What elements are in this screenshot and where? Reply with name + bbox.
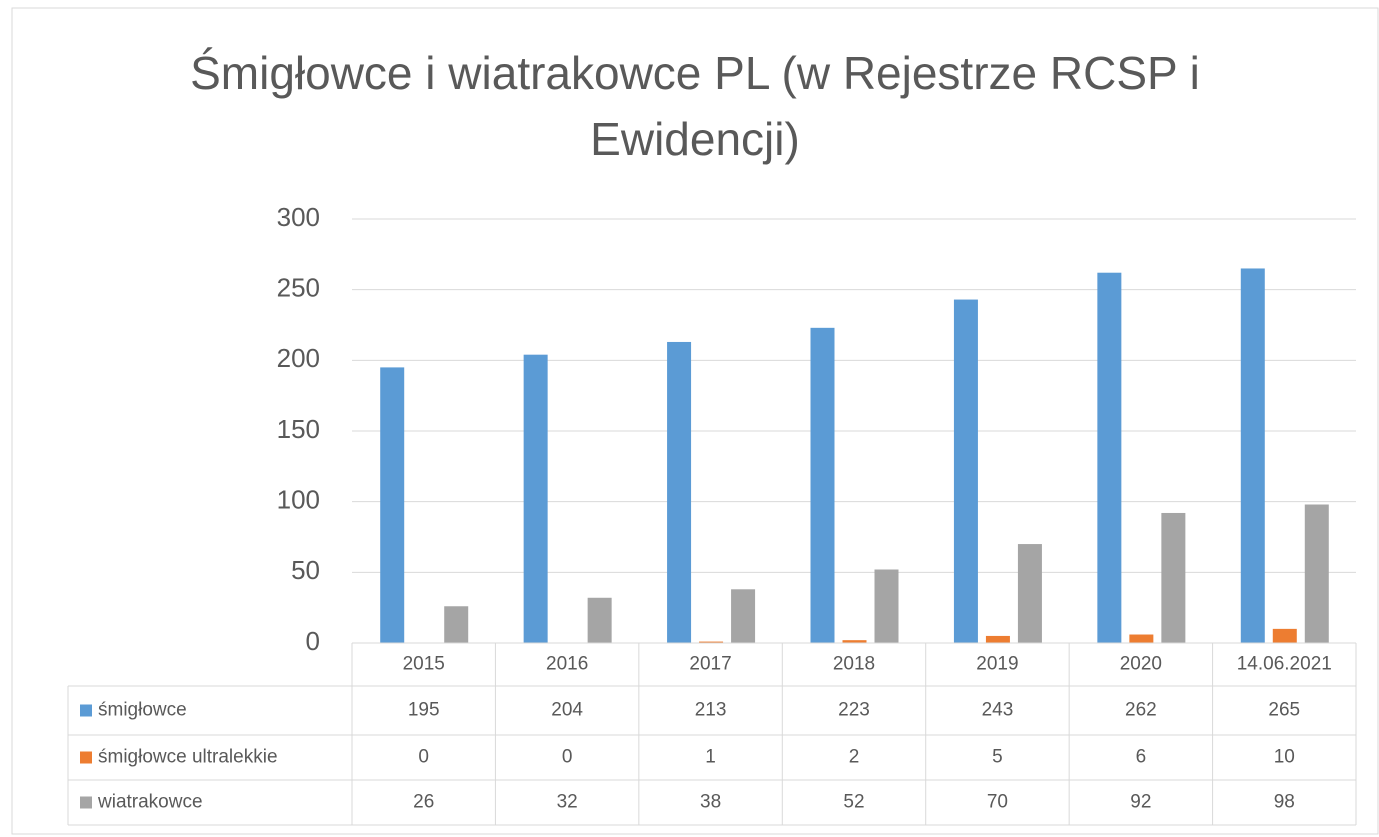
x-tick-label: 2016 xyxy=(546,654,588,675)
table-value: 10 xyxy=(1274,747,1295,768)
x-tick-label: 2020 xyxy=(1120,654,1162,675)
bar xyxy=(874,569,899,643)
table-value: 195 xyxy=(408,700,440,721)
table-value: 1 xyxy=(705,747,716,768)
bar xyxy=(444,606,469,643)
table-value: 38 xyxy=(700,792,721,813)
bar xyxy=(1240,268,1265,643)
legend-label: śmigłowce ultralekkie xyxy=(98,747,278,768)
bar xyxy=(842,640,867,643)
bar xyxy=(985,635,1010,643)
bar xyxy=(1129,634,1154,643)
bar xyxy=(1304,504,1329,643)
y-tick-label: 300 xyxy=(277,202,320,232)
y-tick-label: 250 xyxy=(277,273,320,303)
table-value: 213 xyxy=(695,700,727,721)
x-tick-label: 2019 xyxy=(976,654,1018,675)
y-tick-label: 0 xyxy=(306,626,320,656)
legend-swatch xyxy=(80,751,92,764)
table-value: 0 xyxy=(562,747,573,768)
table-value: 2 xyxy=(849,747,860,768)
y-tick-label: 100 xyxy=(277,485,320,515)
table-value: 92 xyxy=(1130,792,1151,813)
chart-border xyxy=(11,7,1379,835)
table-value: 6 xyxy=(1136,747,1147,768)
table-value: 26 xyxy=(413,792,434,813)
legend-label: śmigłowce xyxy=(98,700,187,721)
legend-label: wiatrakowce xyxy=(97,792,203,813)
y-tick-label: 150 xyxy=(277,414,320,444)
y-tick-label: 200 xyxy=(277,343,320,373)
y-tick-label: 50 xyxy=(291,555,320,585)
bar xyxy=(699,641,724,643)
bar xyxy=(810,327,835,643)
bar xyxy=(731,589,756,643)
legend-swatch xyxy=(80,704,92,717)
bar xyxy=(1097,272,1122,643)
table-value: 70 xyxy=(987,792,1008,813)
x-tick-label: 14.06.2021 xyxy=(1237,654,1332,675)
table-value: 262 xyxy=(1125,700,1157,721)
x-tick-label: 2018 xyxy=(833,654,875,675)
bar xyxy=(1161,512,1186,643)
x-tick-label: 2015 xyxy=(403,654,445,675)
table-value: 0 xyxy=(418,747,429,768)
bar xyxy=(953,299,978,643)
bar xyxy=(1272,628,1297,643)
table-value: 265 xyxy=(1268,700,1300,721)
bar xyxy=(587,597,612,643)
bar xyxy=(1017,544,1042,643)
chart-title: Śmigłowce i wiatrakowce PL (w Rejestrze … xyxy=(190,47,1200,165)
table-value: 5 xyxy=(992,747,1003,768)
bar xyxy=(523,354,548,643)
table-value: 204 xyxy=(551,700,583,721)
table-value: 98 xyxy=(1274,792,1295,813)
table-value: 52 xyxy=(843,792,864,813)
legend-swatch xyxy=(80,796,92,809)
table-value: 32 xyxy=(557,792,578,813)
table-value: 223 xyxy=(838,700,870,721)
bar xyxy=(667,341,692,643)
x-tick-label: 2017 xyxy=(689,654,731,675)
table-value: 243 xyxy=(982,700,1014,721)
bar xyxy=(380,367,405,643)
